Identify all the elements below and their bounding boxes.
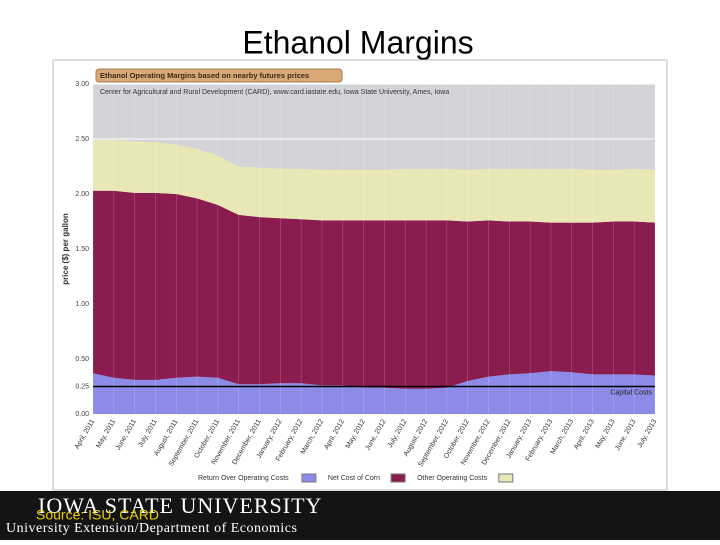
y-tick-label: 1.50 <box>75 246 89 253</box>
y-tick-label: 2.50 <box>75 136 89 143</box>
area <box>93 140 655 223</box>
y-tick-label: 0.00 <box>75 411 89 418</box>
chart-title-box <box>95 68 343 83</box>
y-tick-label: 0.50 <box>75 356 89 363</box>
footer-band <box>0 491 720 540</box>
y-tick-label: 2.00 <box>75 191 89 198</box>
capital-costs-label: Capital Costs <box>610 389 652 396</box>
footer-department: University Extension/Department of Econo… <box>6 521 297 536</box>
chart-subtitle: Center for Agricultural and Rural Develo… <box>100 89 449 96</box>
legend-swatch <box>301 473 317 483</box>
footer-source: Source: ISU, CARD <box>36 507 159 523</box>
area <box>93 190 655 389</box>
y-axis-label: price ($) per gallon <box>61 213 70 285</box>
footer-university: IOWA STATE UNIVERSITY <box>38 493 322 518</box>
chart-title: Ethanol Operating Margins based on nearb… <box>100 71 309 80</box>
legend-label: Other Operating Costs <box>417 475 488 482</box>
y-tick-label: 0.25 <box>75 383 89 390</box>
y-tick-label: 3.00 <box>75 81 89 88</box>
legend-label: Return Over Operating Costs <box>198 475 289 482</box>
slide-title: Ethanol Margins <box>242 24 473 60</box>
legend-label: Net Cost of Corn <box>328 475 380 482</box>
legend-swatch <box>498 473 514 483</box>
y-tick-label: 1.00 <box>75 301 89 308</box>
area <box>93 371 655 414</box>
legend-swatch <box>390 473 406 483</box>
